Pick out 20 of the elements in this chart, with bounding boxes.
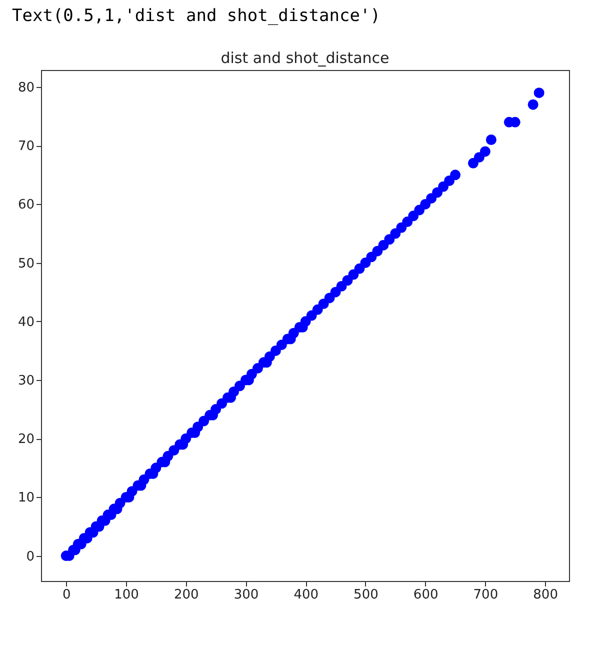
x-tick-label: 100 (114, 588, 139, 602)
y-tick-label: 60 (18, 198, 34, 213)
chart-title: dist and shot_distance (220, 49, 390, 67)
x-tick-label: 500 (354, 588, 378, 602)
x-tick-label: 600 (413, 588, 438, 602)
x-tick-label: 0 (62, 588, 71, 602)
x-tick-label: 700 (473, 588, 498, 602)
y-tick-label: 70 (18, 139, 34, 154)
y-tick-label: 50 (18, 256, 34, 272)
x-tick-label: 300 (234, 588, 259, 602)
y-tick-label: 40 (18, 314, 34, 330)
y-tick-label: 30 (18, 374, 34, 388)
y-tick-label: 10 (18, 490, 34, 506)
y-tick-label: 80 (18, 80, 34, 96)
x-tick-label: 200 (174, 588, 199, 602)
y-tick-label: 0 (26, 549, 34, 564)
y-tick-label: 20 (18, 432, 34, 448)
x-tick-label: 800 (533, 588, 558, 602)
text: Text(0.5,1,'dist and shot_distance') (11, 5, 382, 28)
x-tick-label: 400 (294, 588, 319, 602)
